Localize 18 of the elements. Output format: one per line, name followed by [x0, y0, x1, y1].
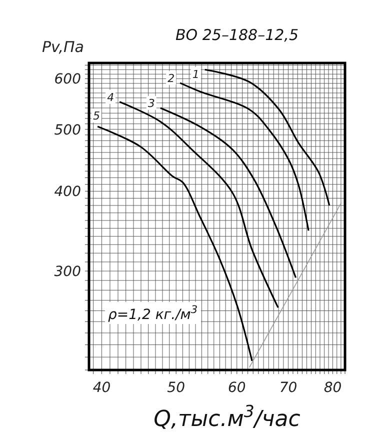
x-tick-label: 60 — [228, 380, 246, 396]
series-label: 2 — [168, 72, 175, 85]
x-axis-title: Q,тыс.м$^{3}$/час — [154, 402, 300, 432]
annotation: ρ=1,2 кг./м$^{3}$ — [108, 304, 198, 323]
series-label: 3 — [148, 96, 155, 110]
series-label: 1 — [192, 68, 200, 81]
x-tick-label: 70 — [279, 380, 298, 396]
series-label: 4 — [107, 90, 114, 104]
y-tick-label: 300 — [54, 264, 82, 280]
series-label: 5 — [93, 110, 100, 123]
x-tick-label: 40 — [92, 380, 111, 396]
y-tick-label: 600 — [54, 72, 82, 88]
y-tick-label: 400 — [54, 184, 82, 200]
x-tick-label: 50 — [167, 380, 186, 396]
x-tick-label: 80 — [324, 380, 342, 396]
chart-title: ВО 25–188–12,5 — [176, 26, 298, 44]
y-tick-label: 500 — [54, 122, 82, 138]
y-axis-title: Pv,Па — [42, 38, 84, 56]
